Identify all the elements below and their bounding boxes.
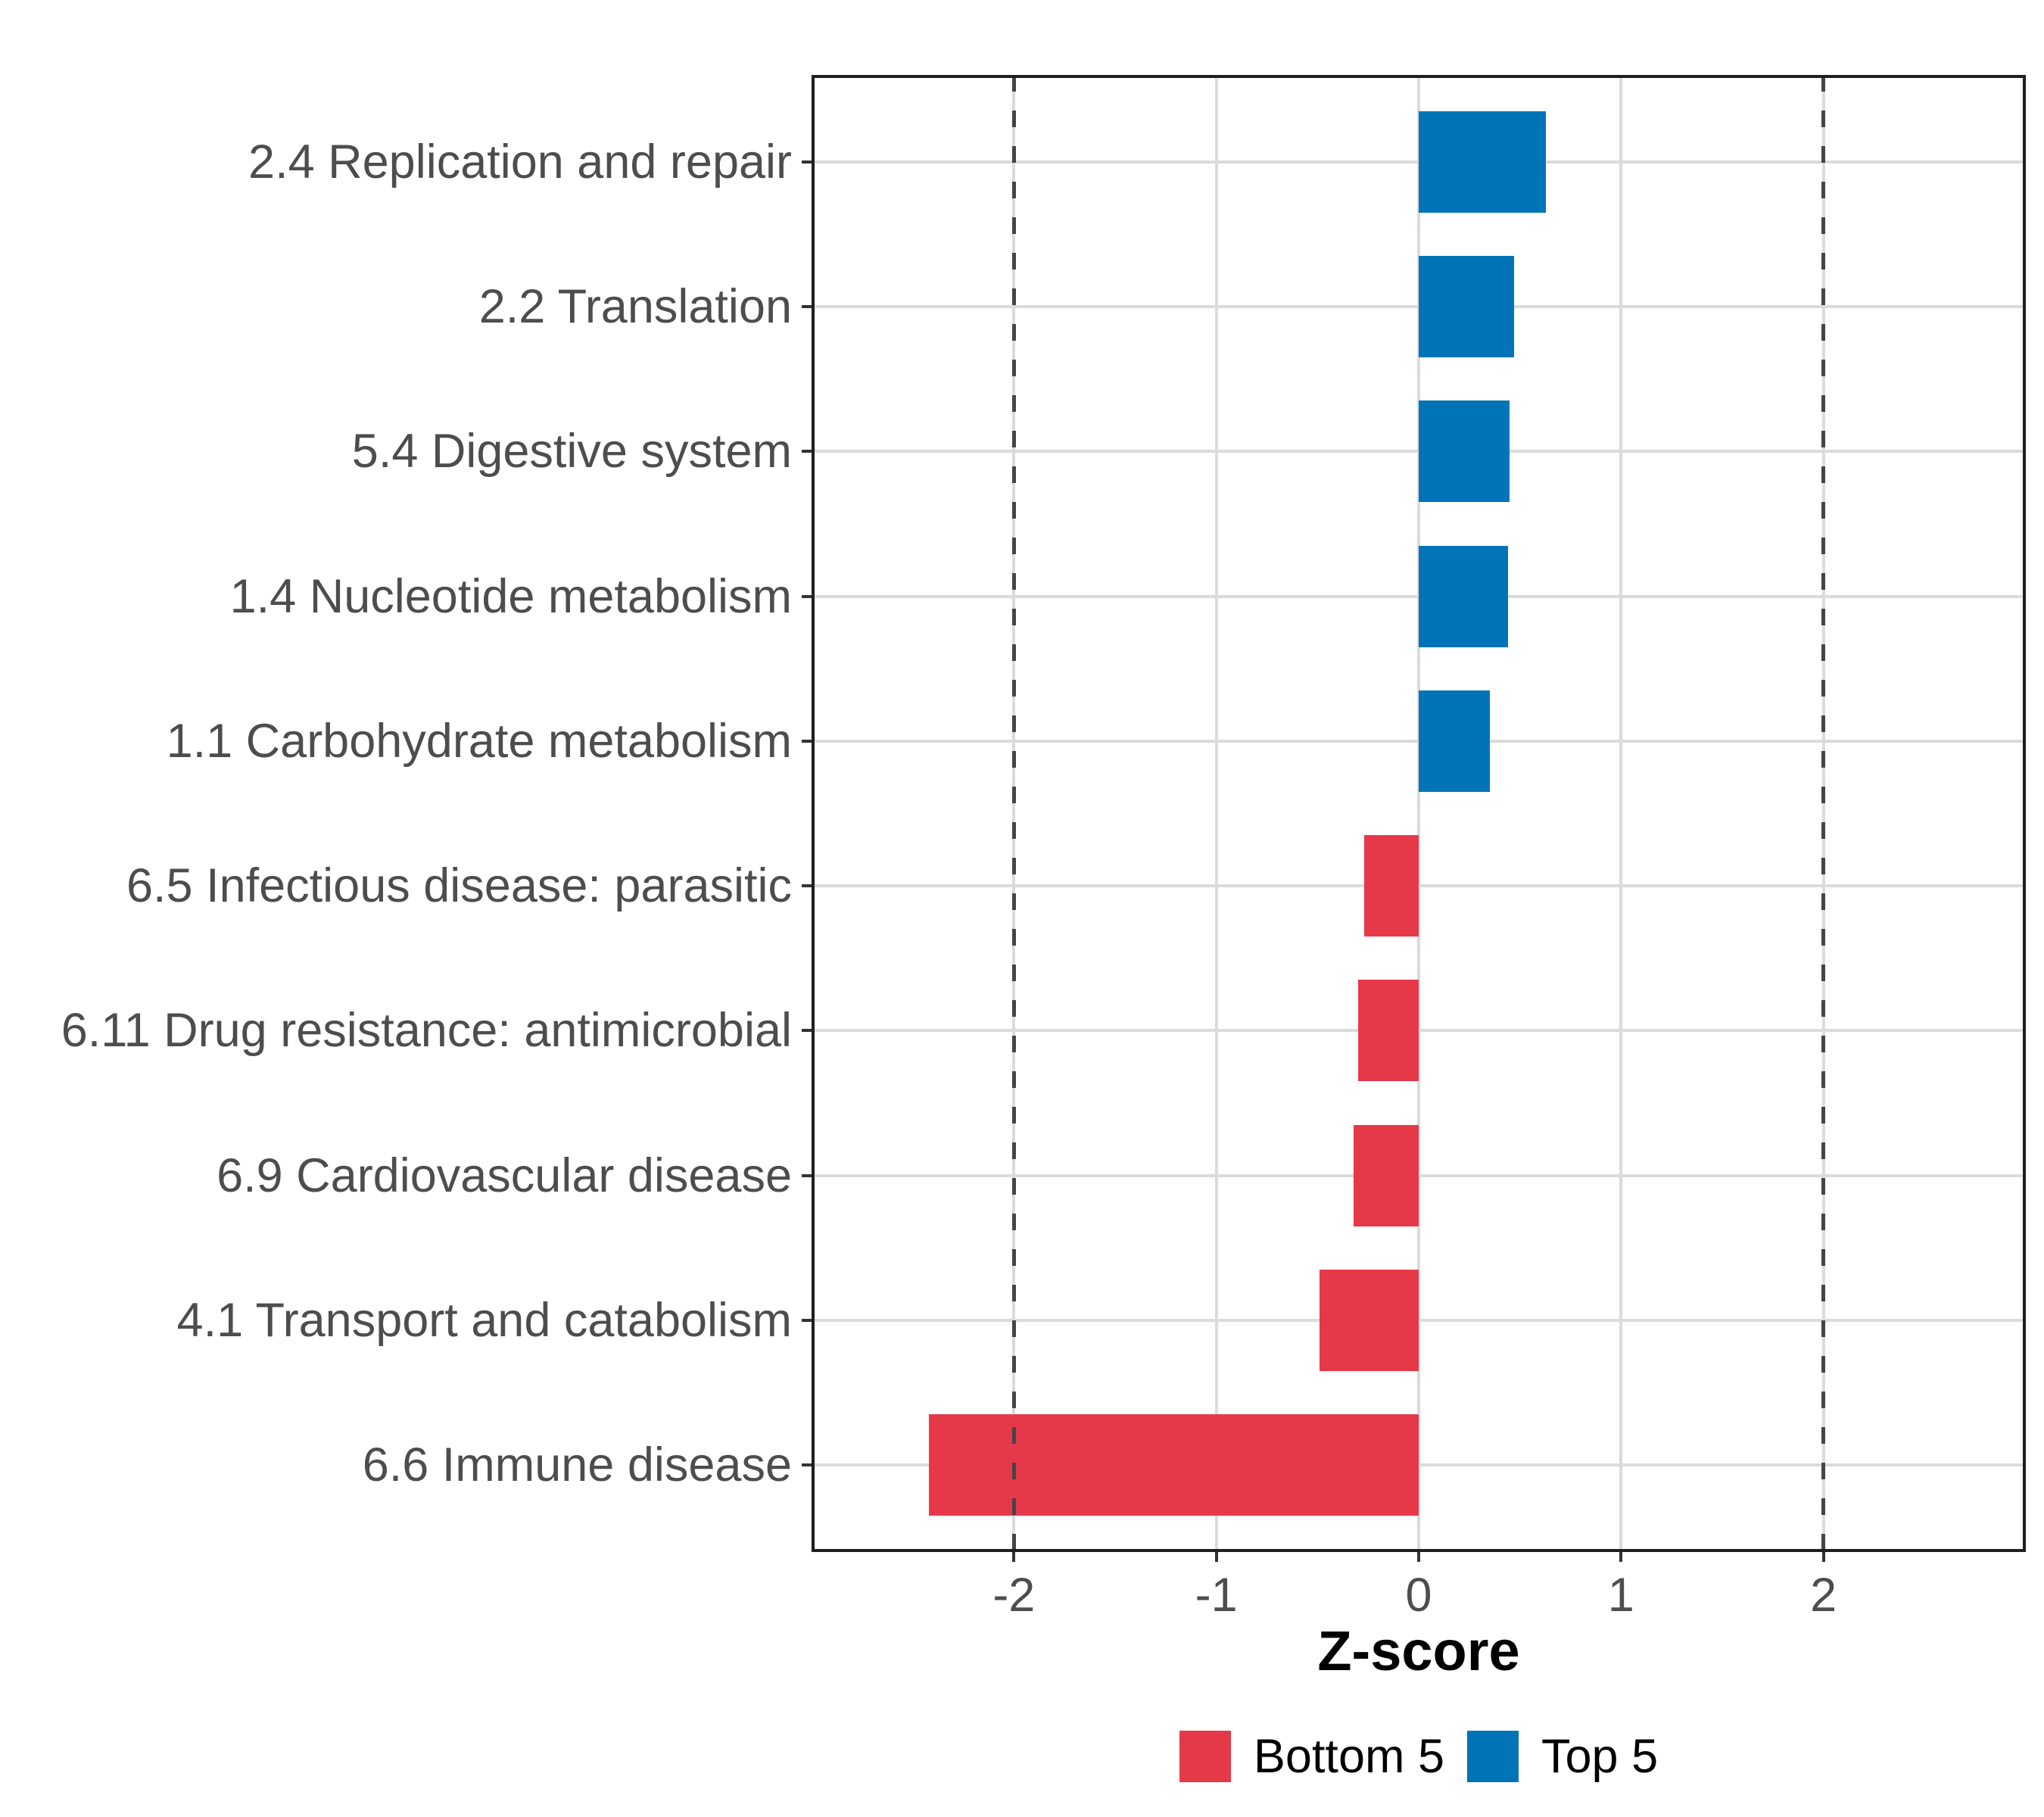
y-tick bbox=[802, 594, 812, 598]
legend-label: Bottom 5 bbox=[1253, 1730, 1444, 1783]
legend-swatch bbox=[1467, 1731, 1519, 1782]
y-axis-label: 6.6 Immune disease bbox=[362, 1438, 792, 1492]
y-axis-label: 5.4 Digestive system bbox=[351, 425, 792, 478]
y-axis-label: 6.9 Cardiovascular disease bbox=[217, 1148, 792, 1202]
y-axis-label: 1.1 Carbohydrate metabolism bbox=[166, 714, 792, 768]
bar bbox=[1419, 690, 1490, 792]
bar bbox=[1419, 256, 1514, 358]
y-tick bbox=[802, 305, 812, 309]
x-tick bbox=[1619, 1552, 1623, 1562]
x-tick-label: -1 bbox=[1195, 1569, 1238, 1622]
bar bbox=[1357, 980, 1419, 1082]
x-tick-label: 0 bbox=[1405, 1569, 1432, 1622]
y-axis-label: 4.1 Transport and catabolism bbox=[176, 1293, 792, 1347]
x-tick bbox=[1012, 1552, 1016, 1562]
x-tick-label: 1 bbox=[1607, 1569, 1634, 1622]
y-tick bbox=[802, 1463, 812, 1467]
bar bbox=[1354, 1124, 1419, 1226]
y-tick bbox=[802, 1318, 812, 1322]
x-tick bbox=[1417, 1552, 1420, 1562]
y-tick bbox=[802, 1173, 812, 1177]
bar bbox=[1320, 1269, 1419, 1371]
y-tick bbox=[802, 884, 812, 888]
legend-label: Top 5 bbox=[1541, 1730, 1659, 1783]
plot-panel bbox=[812, 75, 2026, 1552]
vertical-gridline bbox=[1214, 75, 1218, 1552]
bar bbox=[1363, 835, 1419, 937]
bar bbox=[1419, 400, 1510, 503]
horizontal-gridline bbox=[812, 1029, 2026, 1033]
y-tick bbox=[802, 739, 812, 743]
reference-line bbox=[1821, 75, 1826, 1552]
y-axis-label: 1.4 Nucleotide metabolism bbox=[229, 569, 792, 623]
y-tick bbox=[802, 1029, 812, 1033]
horizontal-gridline bbox=[812, 1318, 2026, 1322]
vertical-gridline bbox=[1417, 75, 1420, 1552]
x-tick-label: -2 bbox=[992, 1569, 1036, 1622]
x-tick bbox=[1821, 1552, 1825, 1562]
y-tick bbox=[802, 160, 812, 164]
bar bbox=[1419, 111, 1547, 213]
reference-line bbox=[1011, 75, 1016, 1552]
x-tick-label: 2 bbox=[1810, 1569, 1837, 1622]
bar bbox=[1419, 545, 1508, 647]
y-axis-label: 6.5 Infectious disease: parasitic bbox=[126, 859, 792, 913]
y-axis-label: 2.2 Translation bbox=[478, 280, 792, 334]
y-tick bbox=[802, 450, 812, 453]
x-axis-title: Z-score bbox=[1317, 1619, 1520, 1682]
horizontal-gridline bbox=[812, 1463, 2026, 1467]
vertical-gridline bbox=[1619, 75, 1623, 1552]
x-tick bbox=[1214, 1552, 1218, 1562]
y-axis-label: 6.11 Drug resistance: antimicrobial bbox=[61, 1004, 792, 1058]
horizontal-gridline bbox=[812, 1173, 2026, 1177]
y-axis-label: 2.4 Replication and repair bbox=[248, 135, 792, 189]
bar bbox=[929, 1414, 1419, 1516]
legend-swatch bbox=[1179, 1731, 1231, 1782]
horizontal-gridline bbox=[812, 884, 2026, 888]
legend: Bottom 5 Top 5 bbox=[812, 1728, 2026, 1785]
